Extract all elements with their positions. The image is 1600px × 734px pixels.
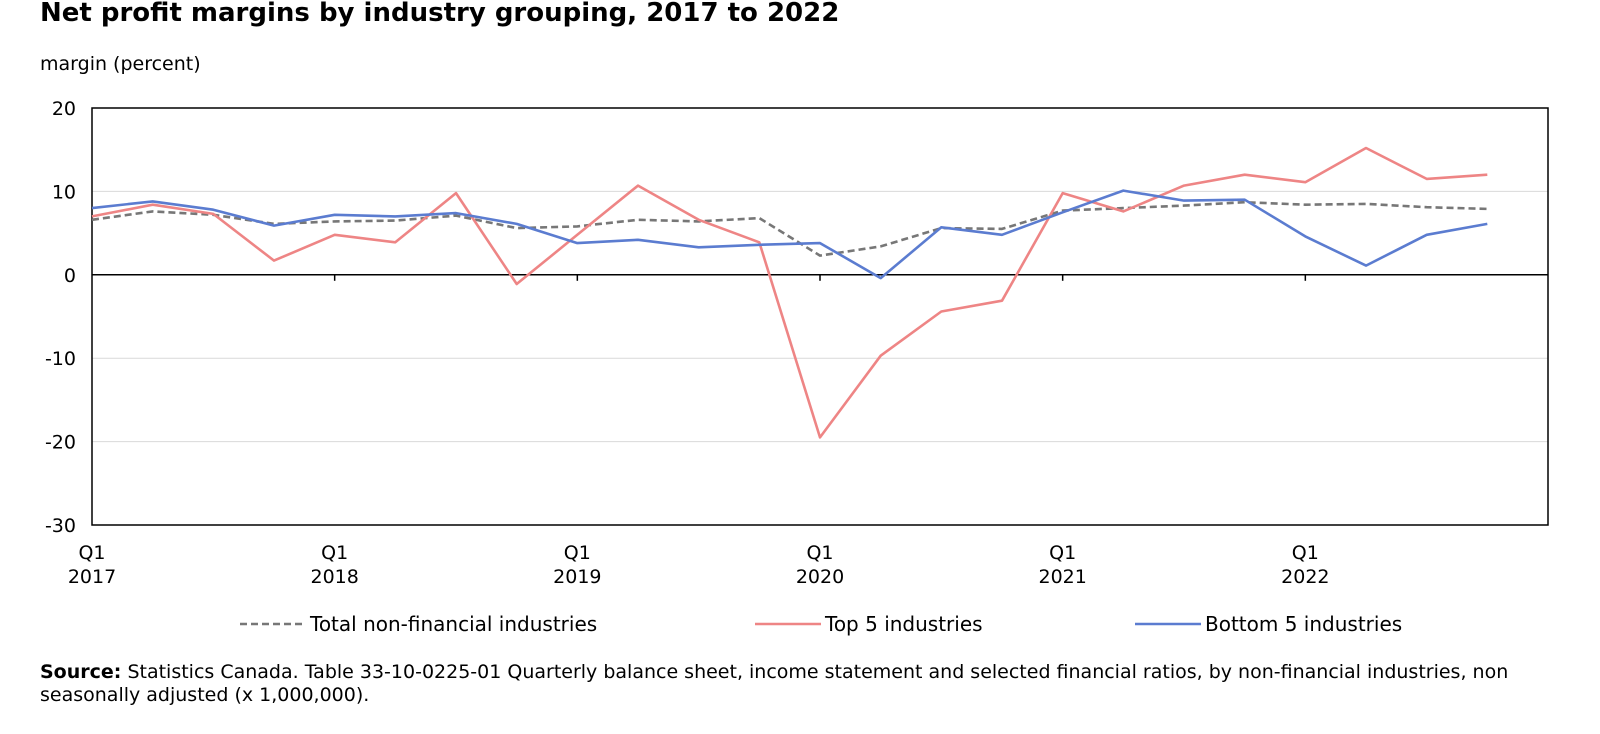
series-line <box>91 189 1488 280</box>
x-tick-label: Q1 <box>321 542 348 564</box>
x-tick-label: Q1 <box>1292 542 1319 564</box>
y-tick-label: 10 <box>52 181 76 203</box>
y-tick-label: 20 <box>52 98 76 120</box>
line-chart: 20100-10-20-30Q12017Q12018Q12019Q12020Q1… <box>45 98 1549 636</box>
y-tick-label: -10 <box>45 348 76 370</box>
y-tick-label: -30 <box>45 515 76 537</box>
y-axis-label: margin (percent) <box>40 53 201 75</box>
x-tick-label: Q1 <box>806 542 833 564</box>
x-tick-label: Q1 <box>564 542 591 564</box>
x-tick-label: Q1 <box>78 542 105 564</box>
y-tick-label: -20 <box>45 432 76 454</box>
x-tick-label: 2021 <box>1038 566 1086 588</box>
y-tick-label: 0 <box>64 265 76 287</box>
x-tick-label: 2019 <box>553 566 601 588</box>
x-tick-label: 2018 <box>310 566 358 588</box>
legend-label: Bottom 5 industries <box>1205 612 1402 636</box>
series-line <box>91 200 1488 257</box>
x-tick-label: 2022 <box>1281 566 1329 588</box>
source-label: Source: <box>40 661 122 683</box>
plot-border <box>91 107 1549 526</box>
source-note: Source: Statistics Canada. Table 33-10-0… <box>40 661 1540 707</box>
source-text: Statistics Canada. Table 33-10-0225-01 Q… <box>40 661 1509 706</box>
x-tick-label: Q1 <box>1049 542 1076 564</box>
legend-label: Top 5 industries <box>824 612 983 636</box>
x-tick-label: 2017 <box>68 566 116 588</box>
series-line <box>91 146 1488 439</box>
legend-label: Total non-financial industries <box>309 612 597 636</box>
chart-title: Net profit margins by industry grouping,… <box>40 0 840 28</box>
x-tick-label: 2020 <box>796 566 844 588</box>
